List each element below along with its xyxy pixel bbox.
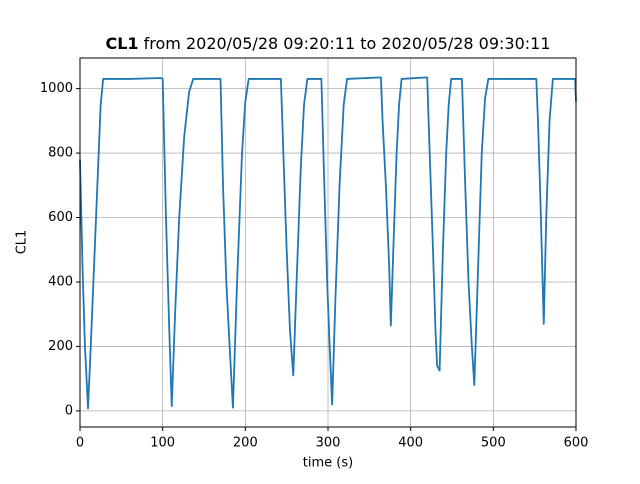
chart-title: CL1 from 2020/05/28 09:20:11 to 2020/05/… bbox=[105, 34, 550, 53]
x-tick-label: 100 bbox=[150, 436, 175, 451]
y-tick-label: 1000 bbox=[40, 81, 73, 96]
plot-frame bbox=[79, 57, 577, 428]
x-tick-label: 0 bbox=[76, 436, 84, 451]
title-bold: CL1 bbox=[105, 34, 138, 53]
x-tick-label: 600 bbox=[564, 436, 589, 451]
x-tick-label: 400 bbox=[398, 436, 423, 451]
x-tick-label: 500 bbox=[481, 436, 506, 451]
x-tick-label: 200 bbox=[233, 436, 258, 451]
data-line bbox=[79, 76, 577, 410]
x-tick-label: 300 bbox=[316, 436, 341, 451]
y-tick-label: 0 bbox=[65, 403, 73, 418]
y-tick-label: 600 bbox=[48, 210, 73, 225]
title-rest: from 2020/05/28 09:20:11 to 2020/05/28 0… bbox=[144, 34, 551, 53]
y-tick-label: 200 bbox=[48, 339, 73, 354]
y-tick-label: 400 bbox=[48, 274, 73, 289]
x-axis-label: time (s) bbox=[303, 456, 353, 471]
y-tick-label: 800 bbox=[48, 146, 73, 161]
y-axis-label: CL1 bbox=[15, 230, 30, 255]
